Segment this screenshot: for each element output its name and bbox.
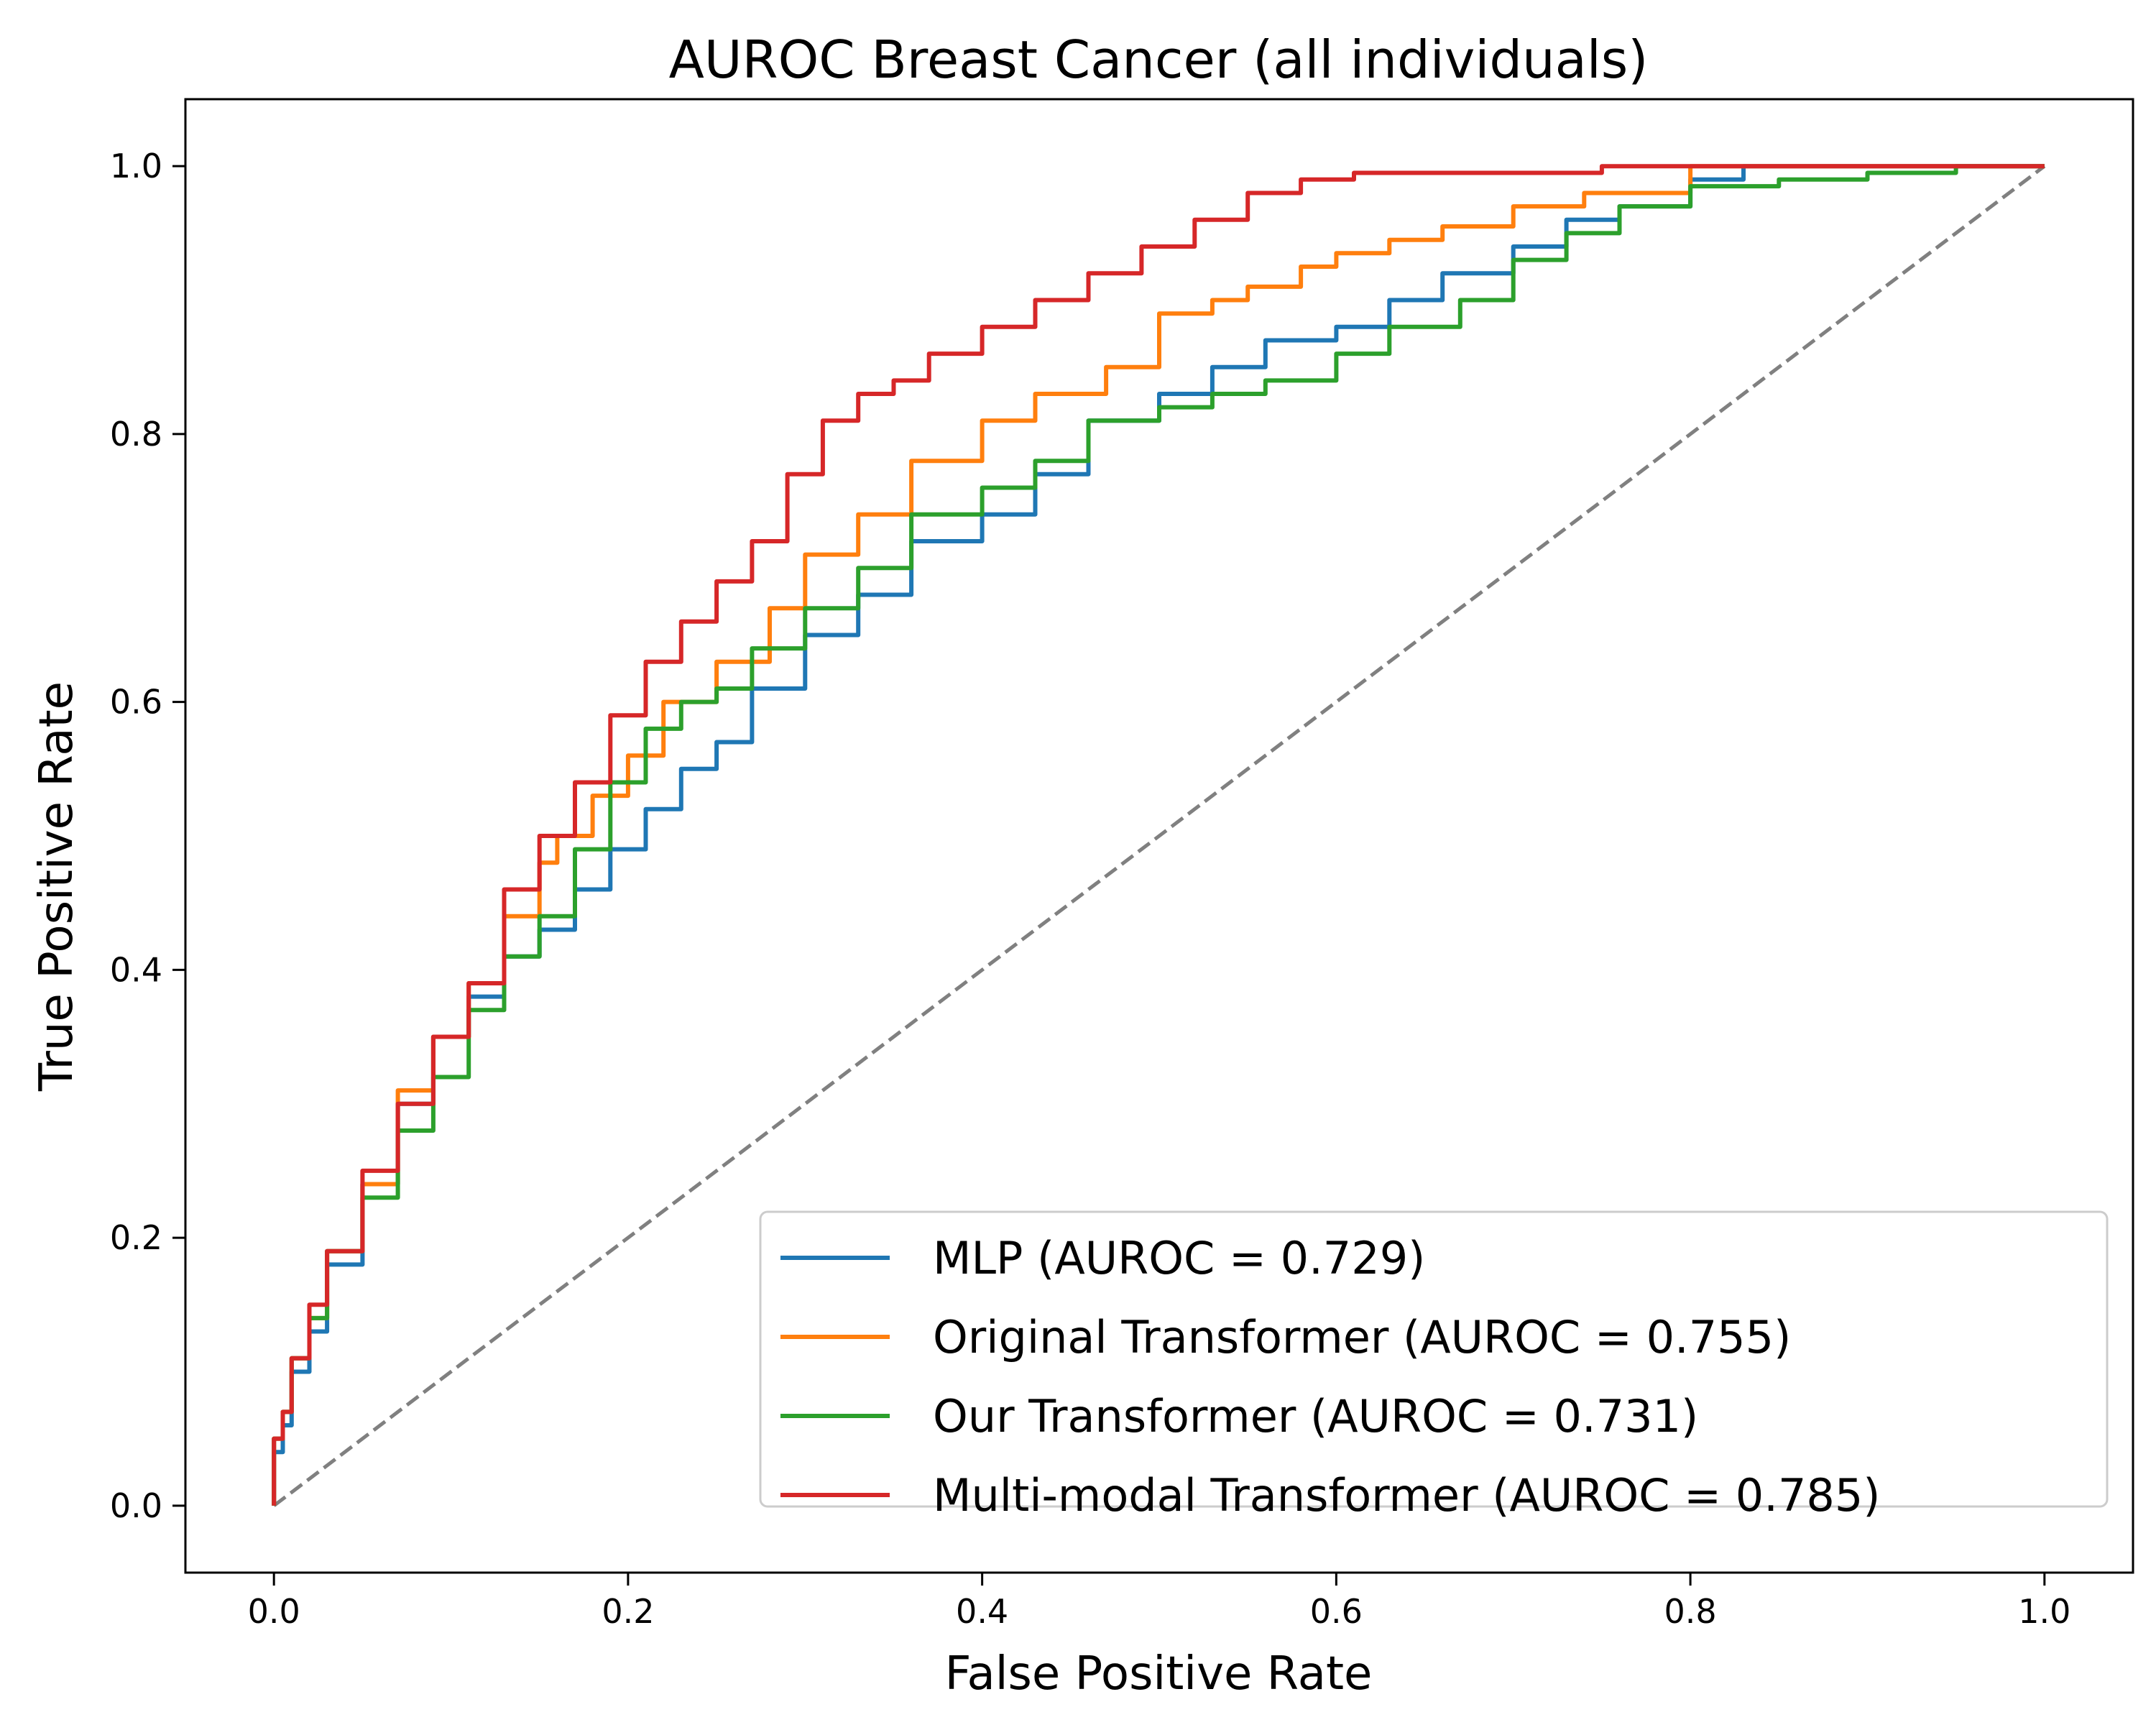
legend-label-4: Multi-modal Transformer (AUROC = 0.785) xyxy=(933,1469,1880,1522)
y-tick-label: 0.6 xyxy=(110,683,162,722)
legend: MLP (AUROC = 0.729) Original Transformer … xyxy=(759,1210,2109,1522)
x-tick-label: 0.0 xyxy=(248,1592,300,1631)
legend-box xyxy=(759,1210,2109,1508)
series-line-2 xyxy=(272,164,2045,1506)
x-tick-label: 0.6 xyxy=(1310,1592,1363,1631)
plot-area xyxy=(272,164,2046,1507)
axes-frame xyxy=(184,98,2134,1574)
x-tick-label: 1.0 xyxy=(2018,1592,2070,1631)
x-tick-label: 0.2 xyxy=(602,1592,654,1631)
chance-diagonal-line xyxy=(272,165,2046,1507)
x-tick-label: 0.8 xyxy=(1664,1592,1717,1631)
y-tick-label: 0.0 xyxy=(110,1486,162,1525)
y-tick-label: 0.2 xyxy=(110,1218,162,1257)
legend-label-3: Our Transformer (AUROC = 0.731) xyxy=(933,1390,1698,1443)
y-tick-label: 0.8 xyxy=(110,415,162,454)
y-tick-label: 0.4 xyxy=(110,950,162,989)
legend-label-2: Original Transformer (AUROC = 0.755) xyxy=(933,1311,1791,1363)
x-axis-label: False Positive Rate xyxy=(945,1647,1373,1701)
y-tick-label: 1.0 xyxy=(110,147,162,185)
y-axis-label: True Positive Rate xyxy=(30,681,83,1092)
series-line-3 xyxy=(272,164,2045,1506)
axes: 0.0 0.2 0.4 0.6 0.8 1.0 0.0 0.2 0.4 0.6 0.8 1.0 xyxy=(110,98,2134,1631)
chart-title: AUROC Breast Cancer (all individuals) xyxy=(669,29,1649,90)
series-line-4 xyxy=(272,164,2045,1506)
legend-label-1: MLP (AUROC = 0.729) xyxy=(933,1232,1425,1284)
x-tick-label: 0.4 xyxy=(956,1592,1008,1631)
